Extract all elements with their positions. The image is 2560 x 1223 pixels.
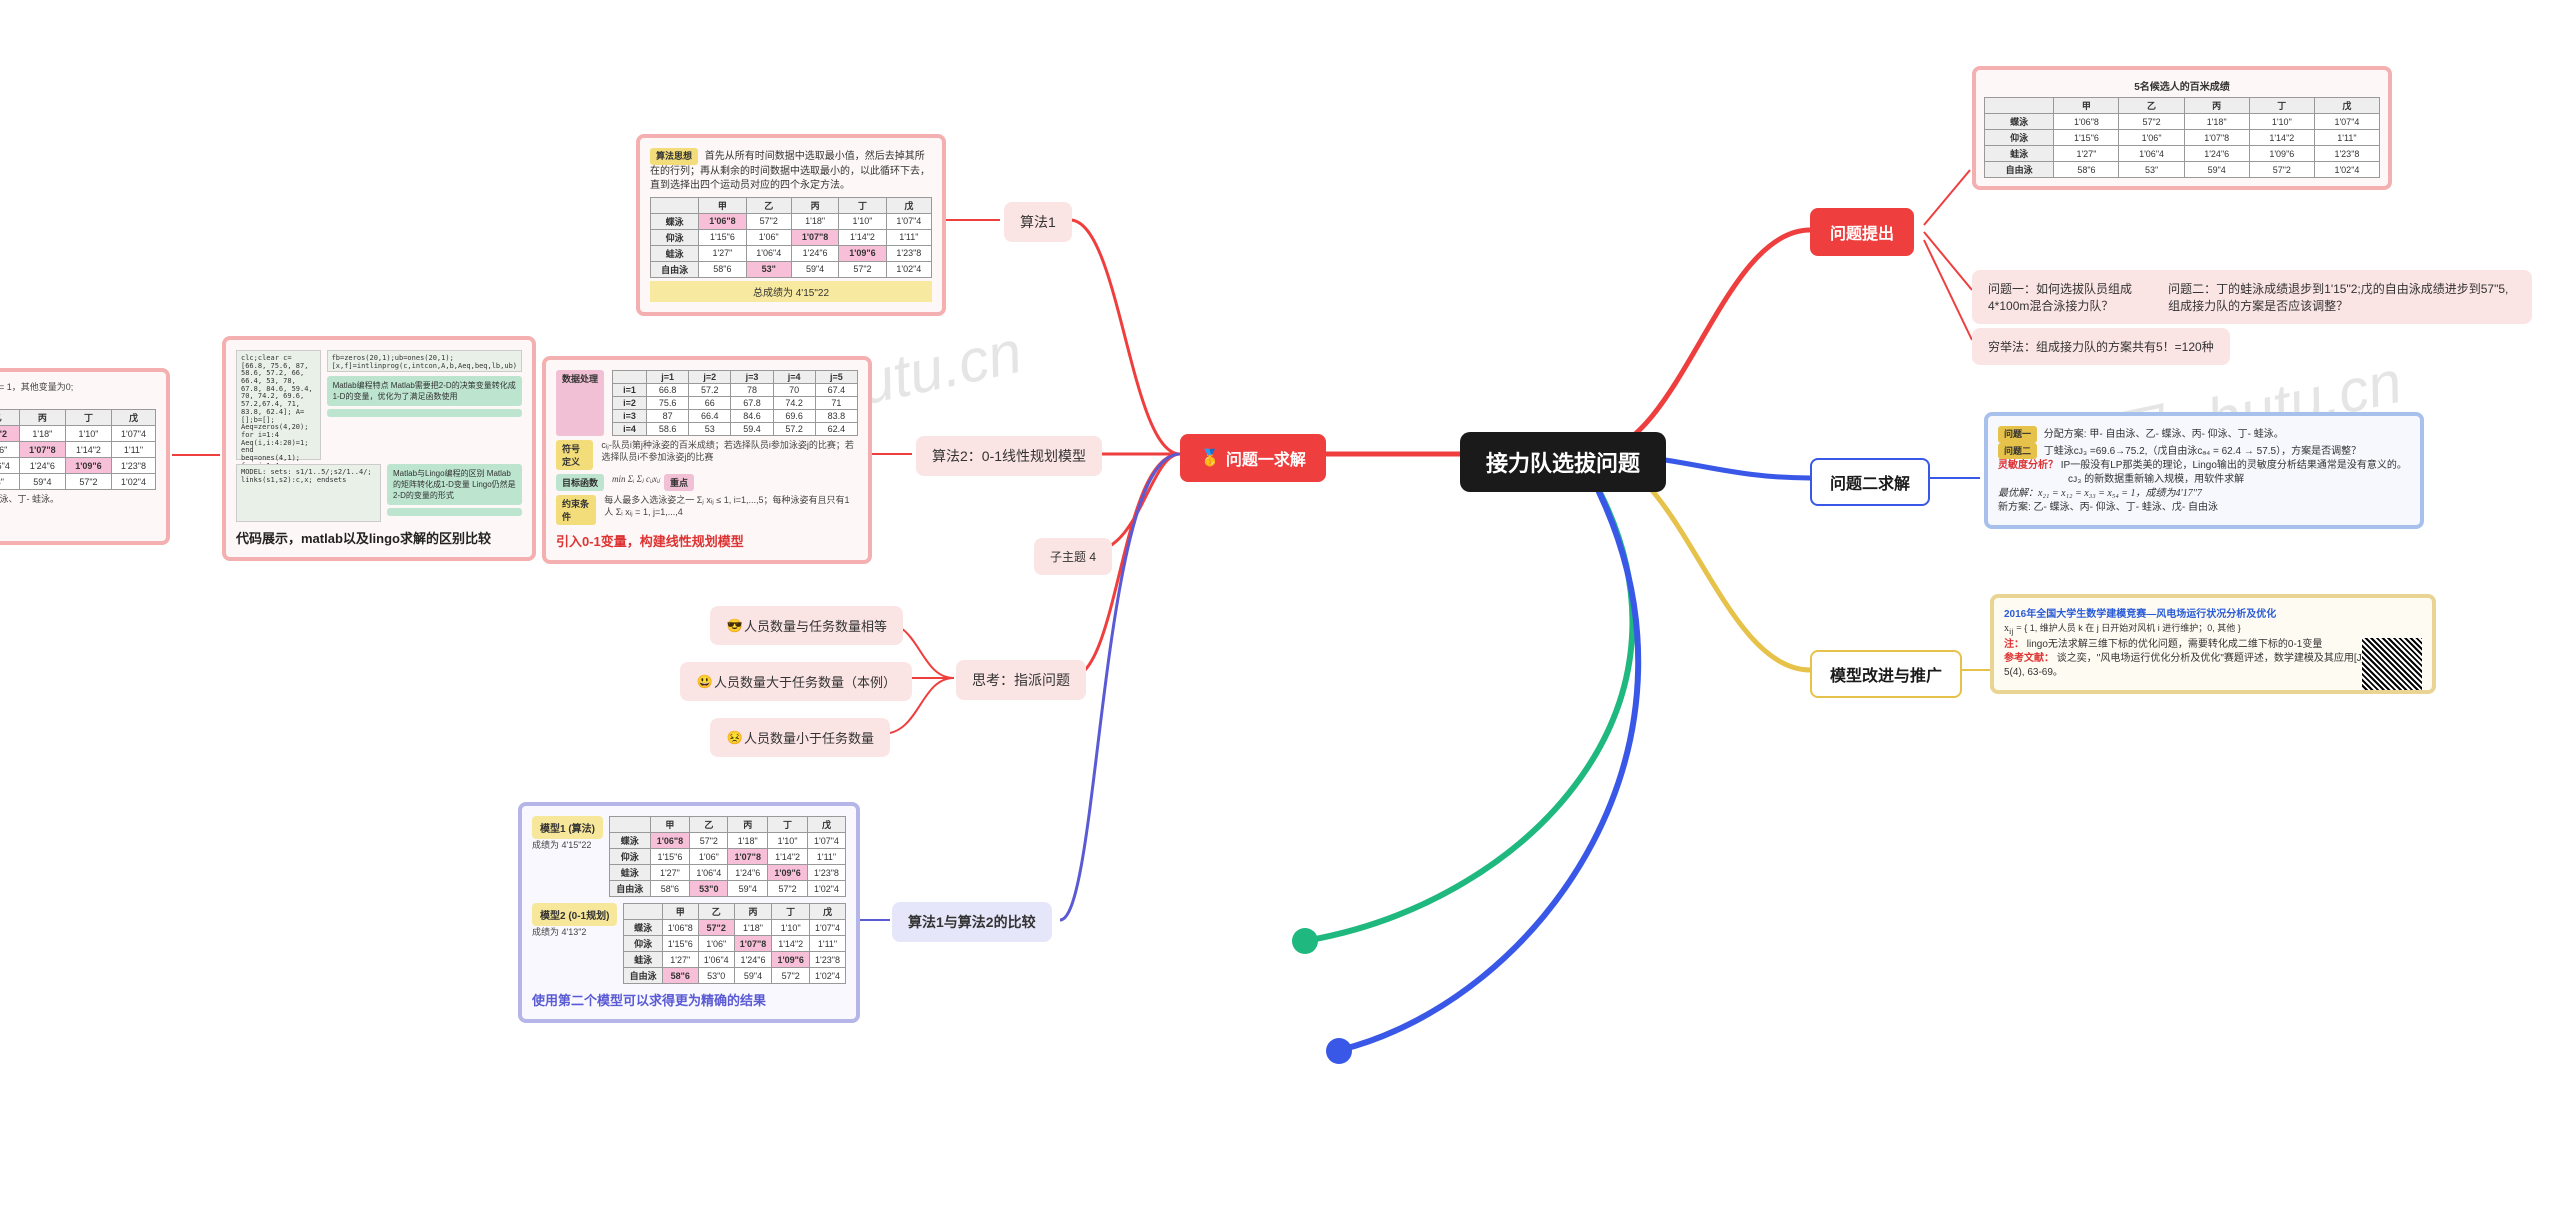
branch-problem2-solve[interactable]: 问题二求解 — [1810, 458, 1930, 506]
mindmap-canvas: 树图 shutu.cn 树图 shutu.cn 接力队选拔问题 问题提出 问题二… — [0, 0, 2560, 1223]
p2-line1: 分配方案: 甲- 自由泳、乙- 蝶泳、丙- 仰泳、丁- 蛙泳。 — [2044, 429, 2284, 440]
table-title: 5名候选人的百米成绩 — [1984, 78, 2380, 93]
center-topic[interactable]: 接力队选拔问题 — [1460, 432, 1666, 492]
card-algo1: 算法思想 首先从所有时间数据中选取最小值，然后去掉其所在的行列；再从剩余的时间数… — [636, 134, 946, 316]
branch-subtopic4[interactable]: 子主题 4 — [1034, 538, 1112, 575]
card-code-compare: clc;clear c=[66.8, 75.6, 87, 58.6, 57.2,… — [222, 336, 536, 561]
p2-sensitivity-label: 灵敏度分析？ — [1998, 460, 2058, 471]
algo1-tag: 算法思想 — [650, 148, 698, 165]
improve-ref-label: 参考文献： — [2004, 653, 2054, 664]
algo2-sym-text: cᵢⱼ-队员i第j种泳姿的百米成绩；若选择队员i参加泳姿j的比赛；若选择队员i不… — [601, 440, 858, 470]
algo2-tag-data: 数据处理 — [556, 370, 604, 436]
branch-model-improve[interactable]: 模型改进与推广 — [1810, 650, 1962, 698]
algo2-tag-key: 重点 — [664, 474, 694, 491]
improve-cases: { 1, 维护人员 k 在 j 日开始对风机 i 进行维护；0, 其他 } — [2024, 623, 2241, 633]
branch-algo-compare[interactable]: 算法1与算法2的比较 — [892, 902, 1052, 942]
branch-think[interactable]: 思考：指派问题 — [956, 660, 1086, 700]
question-2: 问题二：丁的蛙泳成绩退步到1'15"2;戊的自由泳成绩进步到57"5,组成接力队… — [2168, 280, 2516, 314]
improve-note-label: 注： — [2004, 639, 2024, 650]
code-compare-title: 代码展示，matlab以及lingo求解的区别比较 — [236, 528, 522, 547]
result-assign: 甲- 自由泳、乙- 蝶泳、丙- 仰泳、丁- 蛙泳。 — [0, 494, 156, 506]
algo2-con-text: 每人最多入选泳姿之一 Σⱼ xᵢⱼ ≤ 1, i=1,...,5；每种泳姿有且只… — [604, 495, 858, 525]
branch-algo2[interactable]: 算法2：0-1线性规划模型 — [916, 436, 1102, 476]
code-box1: Matlab编程特点 Matlab需要把2-D的决策变量转化成1-D的变量，优化… — [327, 376, 522, 406]
candidates-table: 甲乙丙丁戊 蝶泳1'06"857"21'18"1'10"1'07"4 仰泳1'1… — [1984, 97, 2380, 178]
card-algo2: 数据处理 j=1j=2j=3j=4j=5 i=166.857.2787067.4… — [542, 356, 872, 564]
compare-m2s: 成绩为 4'13"2 — [532, 927, 586, 937]
algo2-title: 引入0-1变量，构建线性规划模型 — [556, 531, 858, 550]
improve-ref: 谈之奕，"风电场运行优化分析及优化"赛题评述，数学建模及其应用[J]，2016:… — [2004, 653, 2399, 678]
code-box2 — [327, 409, 522, 417]
card-p2-solve: 问题一 分配方案: 甲- 自由泳、乙- 蝶泳、丙- 仰泳、丁- 蛙泳。 问题二 … — [1984, 412, 2424, 529]
algo2-tag-con: 约束条件 — [556, 495, 596, 525]
algo2-obj-text: min Σᵢ Σⱼ cᵢⱼxᵢⱼ — [612, 474, 660, 491]
code-matlab: clc;clear c=[66.8, 75.6, 87, 58.6, 57.2,… — [236, 350, 321, 460]
branch-problem1-solve[interactable]: 🥇问题一求解 — [1180, 434, 1326, 482]
code-box4 — [387, 508, 522, 516]
dot-green — [1292, 928, 1318, 954]
code-r1: fb=zeros(20,1);ub=ones(20,1); [x,f]=intl… — [327, 350, 522, 372]
think-greater: 😃人员数量大于任务数量（本例） — [680, 662, 912, 701]
branch-problem-pose[interactable]: 问题提出 — [1810, 208, 1914, 256]
think-equal: 😎人员数量与任务数量相等 — [710, 606, 903, 645]
p2-tag2: 问题二 — [1998, 443, 2037, 460]
code-lingo: MODEL: sets: s1/1..5/;s2/1..4/; links(s1… — [236, 464, 381, 522]
card-model-improve: 2016年全国大学生数学建模竞赛—风电场运行状况分析及优化 xij = { 1,… — [1990, 594, 2436, 694]
p2-line4: 新方案: 乙- 蝶泳、丙- 仰泳、丁- 蛙泳、戊- 自由泳 — [1998, 502, 2218, 513]
dot-blue — [1326, 1038, 1352, 1064]
p1-solve-label: 问题一求解 — [1226, 446, 1306, 470]
result-opt: 最优解：x₁₄ = x₂₁ = x₃₂ = x₄₃ = 1，其他变量为0; — [0, 382, 73, 392]
compare-m1: 模型1 (算法) — [532, 816, 603, 839]
pose-exhaustive: 穷举法：组成接力队的方案共有5！=120种 — [1972, 328, 2230, 365]
card-candidates-table: 5名候选人的百米成绩 甲乙丙丁戊 蝶泳1'06"857"21'18"1'10"1… — [1972, 66, 2392, 190]
compare-m2: 模型2 (0-1规划) — [532, 903, 617, 926]
question-1: 问题一：如何选拔队员组成4*100m混合泳接力队？ — [1988, 280, 2168, 314]
improve-note: lingo无法求解三维下标的优化问题，需要转化成二维下标的0-1变量 — [2027, 639, 2323, 650]
p2-formula: 最优解：x₂₁ = x₁₂ = x₃₃ = x₅₄ = 1，成绩为4'17"7 — [1998, 488, 2202, 499]
p2-tag1: 问题一 — [1998, 426, 2037, 443]
think-less: 😣人员数量小于任务数量 — [710, 718, 890, 757]
pose-questions: 问题一：如何选拔队员组成4*100m混合泳接力队？ 问题二：丁的蛙泳成绩退步到1… — [1972, 270, 2532, 324]
algo1-table: 甲乙丙丁戊 蝶泳1'06"857"21'18"1'10"1'07"4 仰泳1'1… — [650, 197, 932, 278]
result-title: 求解结果 — [0, 512, 156, 531]
branch-algo1[interactable]: 算法1 — [1004, 202, 1072, 242]
p2-line3: IP一般没有LP那类美的理论，Lingo输出的灵敏度分析结果通常是没有意义的。 — [2061, 460, 2407, 471]
improve-title: 2016年全国大学生数学建模竞赛—风电场运行状况分析及优化 — [2004, 609, 2276, 620]
algo2-tag-symbol: 符号定义 — [556, 440, 593, 470]
compare-title: 使用第二个模型可以求得更为精确的结果 — [532, 990, 846, 1009]
p2-line2: 丁蛙泳cᴊ₃ =69.6→75.2,（戊自由泳cₐ₄ = 62.4 → 57.5… — [2044, 446, 2361, 457]
compare-m1s: 成绩为 4'15"22 — [532, 840, 591, 850]
algo1-total: 总成绩为 4'15"22 — [650, 281, 932, 302]
card-result: 最优解：x₁₄ = x₂₁ = x₃₂ = x₄₃ = 1，其他变量为0; 成绩… — [0, 368, 170, 545]
qr-code-icon — [2362, 638, 2422, 694]
p2-line3b: cᴊ₃ 的新数据重新输入规模，用软件求解 — [2068, 474, 2244, 485]
algo2-tag-obj: 目标函数 — [556, 474, 604, 491]
code-box3: Matlab与Lingo编程的区别 Matlab的矩阵转化成1-D变量 Ling… — [387, 464, 522, 505]
card-compare: 模型1 (算法) 成绩为 4'15"22 甲乙丙丁戊 蝶泳1'06"857"21… — [518, 802, 860, 1023]
